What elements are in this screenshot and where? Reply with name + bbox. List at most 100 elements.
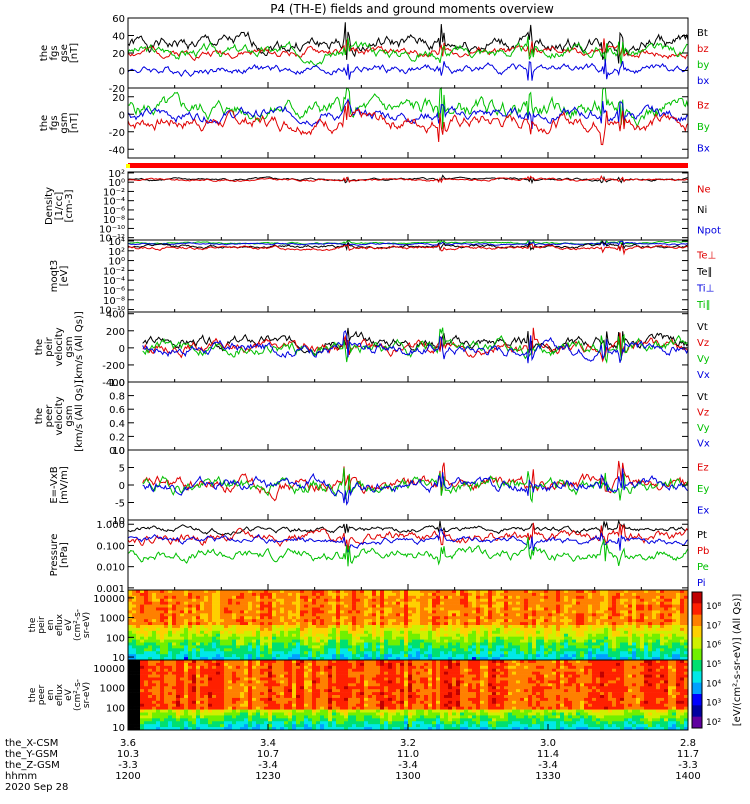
- spec-cell-0: [456, 596, 460, 599]
- spec-cell-0: [400, 596, 404, 599]
- spec-cell-0: [396, 599, 400, 602]
- spec-cell-0: [260, 628, 264, 631]
- spec-cell-0: [524, 651, 528, 654]
- spec-cell-0: [536, 634, 540, 637]
- spec-cell-0: [408, 610, 412, 613]
- spec-cell-1: [140, 686, 144, 689]
- spec-cell-0: [372, 637, 376, 640]
- spec-cell-1: [236, 683, 240, 686]
- spec-cell-1: [236, 704, 240, 707]
- spec-cell-0: [488, 637, 492, 640]
- spec-cell-0: [408, 637, 412, 640]
- spec-cell-0: [652, 593, 656, 596]
- spec-cell-1: [288, 715, 292, 718]
- spec-cell-0: [304, 637, 308, 640]
- spec-cell-0: [416, 593, 420, 596]
- spec-cell-0: [364, 622, 368, 625]
- spec-cell-0: [336, 619, 340, 622]
- spec-cell-0: [412, 613, 416, 616]
- spec-cell-0: [468, 634, 472, 637]
- spec-cell-1: [340, 713, 344, 716]
- spec-cell-0: [204, 596, 208, 599]
- spec-cell-0: [328, 637, 332, 640]
- spec-cell-0: [256, 628, 260, 631]
- spec-cell-1: [308, 680, 312, 683]
- spec-cell-0: [588, 645, 592, 648]
- spec-cell-0: [584, 628, 588, 631]
- spec-cell-0: [456, 602, 460, 605]
- spec-cell-1: [196, 724, 200, 727]
- spec-cell-1: [292, 692, 296, 695]
- spec-cell-0: [192, 640, 196, 643]
- spec-cell-0: [328, 599, 332, 602]
- ytick-label-peer_velocity-3: 0.4: [109, 419, 125, 430]
- spec-cell-0: [276, 622, 280, 625]
- spec-cell-0: [616, 619, 620, 622]
- spec-cell-1: [312, 666, 316, 669]
- spec-cell-0: [364, 654, 368, 657]
- spec-cell-0: [572, 648, 576, 651]
- spec-cell-1: [164, 680, 168, 683]
- spec-cell-0: [484, 602, 488, 605]
- spec-cell-0: [616, 610, 620, 613]
- spec-cell-0: [672, 613, 676, 616]
- spec-cell-1: [308, 721, 312, 724]
- spec-cell-0: [536, 608, 540, 611]
- spec-cell-0: [176, 593, 180, 596]
- spec-cell-1: [172, 710, 176, 713]
- spec-cell-1: [188, 721, 192, 724]
- spec-cell-0: [568, 599, 572, 602]
- spec-cell-0: [580, 625, 584, 628]
- spec-cell-0: [324, 599, 328, 602]
- spec-cell-0: [224, 640, 228, 643]
- spec-cell-0: [480, 608, 484, 611]
- spec-cell-0: [228, 654, 232, 657]
- spec-cell-0: [192, 616, 196, 619]
- spec-cell-0: [452, 640, 456, 643]
- spec-cell-1: [160, 678, 164, 681]
- spec-cell-1: [336, 721, 340, 724]
- spec-cell-0: [144, 613, 148, 616]
- spec-cell-0: [668, 640, 672, 643]
- spec-cell-0: [620, 596, 624, 599]
- spec-cell-0: [600, 619, 604, 622]
- spec-cell-1: [332, 692, 336, 695]
- spec-cell-1: [264, 707, 268, 710]
- spec-cell-0: [452, 605, 456, 608]
- spec-cell-0: [268, 599, 272, 602]
- spec-cell-1: [328, 689, 332, 692]
- spec-cell-0: [328, 608, 332, 611]
- spec-cell-0: [376, 599, 380, 602]
- spec-cell-0: [404, 640, 408, 643]
- spec-cell-0: [392, 610, 396, 613]
- spec-cell-0: [280, 651, 284, 654]
- spec-cell-0: [524, 622, 528, 625]
- spec-cell-0: [164, 628, 168, 631]
- spec-cell-0: [592, 599, 596, 602]
- spec-cell-1: [336, 663, 340, 666]
- spec-cell-0: [192, 622, 196, 625]
- spec-cell-1: [172, 695, 176, 698]
- spec-cell-0: [376, 628, 380, 631]
- spec-cell-1: [204, 698, 208, 701]
- spec-cell-1: [300, 713, 304, 716]
- spec-cell-0: [160, 605, 164, 608]
- spec-cell-0: [268, 625, 272, 628]
- spec-cell-0: [320, 640, 324, 643]
- spec-cell-0: [448, 643, 452, 646]
- spec-cell-1: [160, 707, 164, 710]
- spec-cell-0: [668, 602, 672, 605]
- spec-cell-0: [236, 593, 240, 596]
- spec-cell-0: [264, 610, 268, 613]
- spec-cell-0: [312, 619, 316, 622]
- spec-cell-0: [400, 613, 404, 616]
- spec-cell-0: [332, 602, 336, 605]
- spec-cell-0: [272, 613, 276, 616]
- spec-cell-0: [148, 628, 152, 631]
- spec-cell-0: [644, 628, 648, 631]
- spec-cell-0: [588, 608, 592, 611]
- spec-cell-1: [276, 680, 280, 683]
- spec-cell-0: [664, 593, 668, 596]
- spec-cell-0: [600, 599, 604, 602]
- spec-cell-0: [136, 640, 140, 643]
